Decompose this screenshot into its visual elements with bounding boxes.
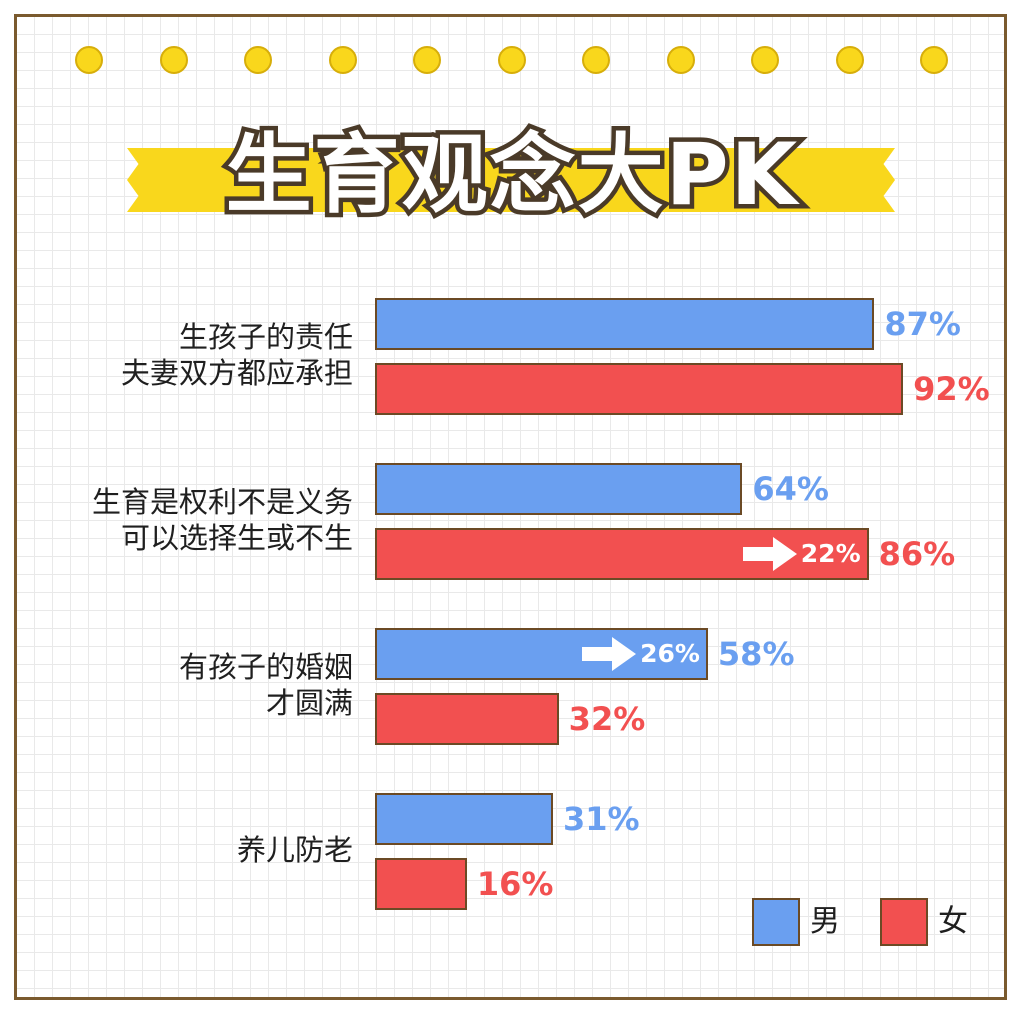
right-arrow-icon bbox=[582, 637, 637, 671]
decorative-dot bbox=[920, 46, 948, 74]
legend-label-male: 男 bbox=[810, 904, 840, 939]
bar-female bbox=[375, 363, 904, 415]
page-title: 生育观念大PK bbox=[221, 121, 802, 230]
decorative-dot bbox=[497, 46, 526, 74]
bar-annotation: 26% bbox=[582, 630, 700, 678]
data-label-female: 32% bbox=[568, 700, 646, 738]
category-label-line: 养儿防老 bbox=[236, 832, 353, 867]
bar-female bbox=[375, 693, 559, 745]
bar-female bbox=[375, 858, 467, 910]
category-label: 养儿防老 bbox=[13, 832, 353, 868]
data-label-female: 92% bbox=[913, 370, 990, 408]
data-label-male: 31% bbox=[562, 800, 640, 838]
decorative-dot bbox=[75, 46, 103, 74]
data-label-female: 86% bbox=[878, 535, 956, 573]
category-label-line: 生孩子的责任 bbox=[178, 319, 353, 354]
data-label-male: 58% bbox=[717, 635, 795, 673]
bar-male bbox=[375, 298, 875, 350]
legend-label-female: 女 bbox=[938, 904, 968, 939]
decorative-dot bbox=[328, 46, 357, 74]
decorative-dot bbox=[835, 46, 864, 74]
data-label-male: 87% bbox=[884, 305, 961, 343]
category-label: 生孩子的责任 夫妻双方都应承担 bbox=[13, 319, 353, 391]
bar-female: 22% bbox=[375, 528, 869, 580]
title-banner bbox=[127, 148, 895, 212]
decorative-dots bbox=[0, 0, 1025, 120]
data-label-female: 16% bbox=[476, 865, 554, 903]
decorative-dot bbox=[666, 46, 695, 74]
legend-swatch-male bbox=[752, 898, 800, 946]
legend-swatch-female bbox=[880, 898, 928, 946]
bar-male bbox=[375, 793, 553, 845]
annotation-text: 26% bbox=[640, 639, 700, 668]
category-label: 生育是权利不是义务 可以选择生或不生 bbox=[13, 484, 353, 556]
category-label-line: 有孩子的婚姻 bbox=[178, 649, 353, 684]
decorative-dot bbox=[751, 46, 779, 74]
decorative-dot bbox=[159, 46, 188, 74]
bar-male: 26% bbox=[375, 628, 708, 680]
decorative-dot bbox=[582, 46, 610, 74]
right-arrow-icon bbox=[742, 537, 797, 571]
category-label: 有孩子的婚姻 才圆满 bbox=[13, 649, 353, 721]
category-label-line: 才圆满 bbox=[265, 685, 353, 720]
category-label-line: 夫妻双方都应承担 bbox=[120, 355, 353, 390]
decorative-dot bbox=[413, 46, 441, 74]
category-label-line: 生育是权利不是义务 bbox=[91, 484, 353, 519]
data-label-male: 64% bbox=[752, 470, 829, 508]
annotation-text: 22% bbox=[800, 539, 861, 568]
bar-annotation: 22% bbox=[742, 530, 861, 578]
decorative-dot bbox=[244, 46, 272, 74]
bar-male bbox=[375, 463, 743, 515]
category-label-line: 可以选择生或不生 bbox=[120, 520, 353, 555]
